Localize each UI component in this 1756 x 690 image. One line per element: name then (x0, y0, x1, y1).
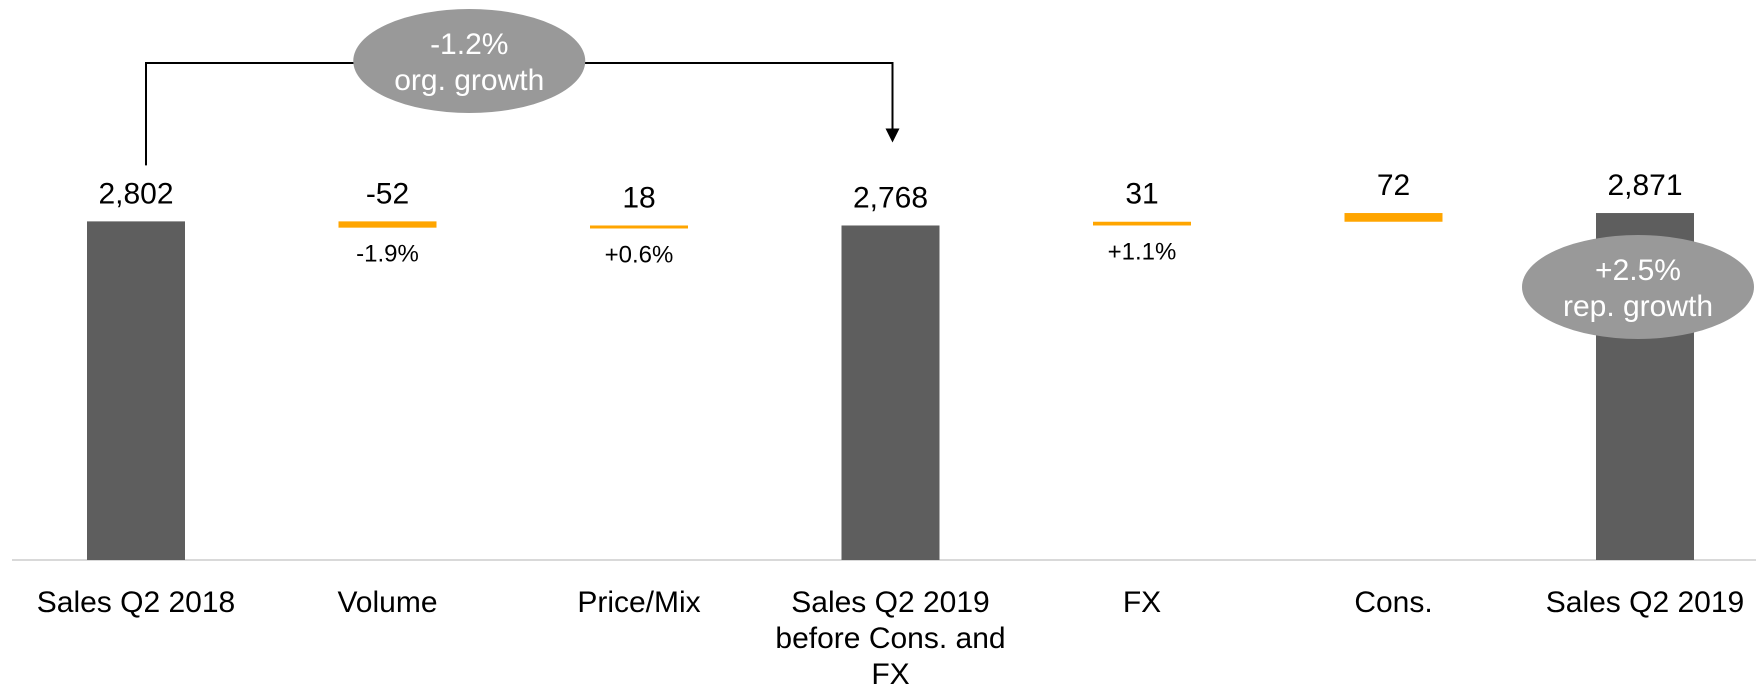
x-tick-label: Sales Q2 2018 (37, 586, 235, 619)
bar-percent-label: +1.1% (1108, 238, 1177, 265)
x-tick-label: Sales Q2 2019 before Cons. and FX (775, 586, 1005, 690)
org-growth-bubble-text: -1.2% (430, 28, 508, 61)
x-tick-label-line: Cons. (1354, 586, 1432, 619)
x-tick-label: Cons. (1354, 586, 1432, 619)
delta-bar (1093, 221, 1191, 226)
x-tick-label: Sales Q2 2019 (1546, 586, 1744, 619)
x-tick-label-line: Sales Q2 2019 (791, 586, 989, 619)
bar-percent-label: +0.6% (605, 241, 674, 268)
x-tick-label-line: FX (871, 658, 909, 690)
org-growth-bubble (353, 9, 586, 113)
delta-bar (338, 221, 437, 228)
bar-value-label: 72 (1377, 169, 1410, 202)
bar-percent-label: -1.9% (356, 241, 419, 268)
bar-value-label: 18 (622, 181, 655, 214)
x-tick-label: Volume (337, 586, 437, 619)
percent-labels-group: -1.9% +0.6% +1.1% (356, 238, 1176, 268)
total-bar (841, 225, 940, 561)
delta-bar (1344, 213, 1443, 222)
rep-growth-bubble (1522, 235, 1754, 339)
x-tick-label: Price/Mix (577, 586, 700, 619)
x-tick-label-line: Sales Q2 2018 (37, 586, 235, 619)
total-bar (87, 221, 185, 560)
value-labels-group: 2,802 -52 18 2,768 31 72 2,871 (98, 169, 1682, 214)
x-tick-label-line: before Cons. and (775, 622, 1005, 655)
category-labels-group: Sales Q2 2018 Volume Price/Mix Sales Q2 201… (37, 586, 1744, 690)
x-tick-label-line: Sales Q2 2019 (1546, 586, 1744, 619)
x-tick-label: FX (1123, 586, 1161, 619)
x-tick-label-line: Volume (337, 586, 437, 619)
rep-growth-bubble-text: +2.5% (1595, 254, 1681, 287)
x-tick-label-line: FX (1123, 586, 1161, 619)
bar-value-label: 2,871 (1607, 169, 1682, 202)
annotations-group: -1.2%org. growth +2.5%rep. growth (145, 9, 1754, 339)
connector-arrowhead (885, 128, 900, 143)
rep-growth-bubble-text: rep. growth (1563, 290, 1713, 323)
bar-value-label: 2,802 (98, 177, 173, 210)
bar-value-label: -52 (366, 177, 409, 210)
bar-value-label: 2,768 (853, 181, 928, 214)
delta-bar (590, 225, 688, 229)
org-growth-bubble-text: org. growth (394, 64, 544, 97)
bars-group (87, 213, 1694, 561)
bar-value-label: 31 (1125, 178, 1158, 211)
x-tick-label-line: Price/Mix (577, 586, 700, 619)
